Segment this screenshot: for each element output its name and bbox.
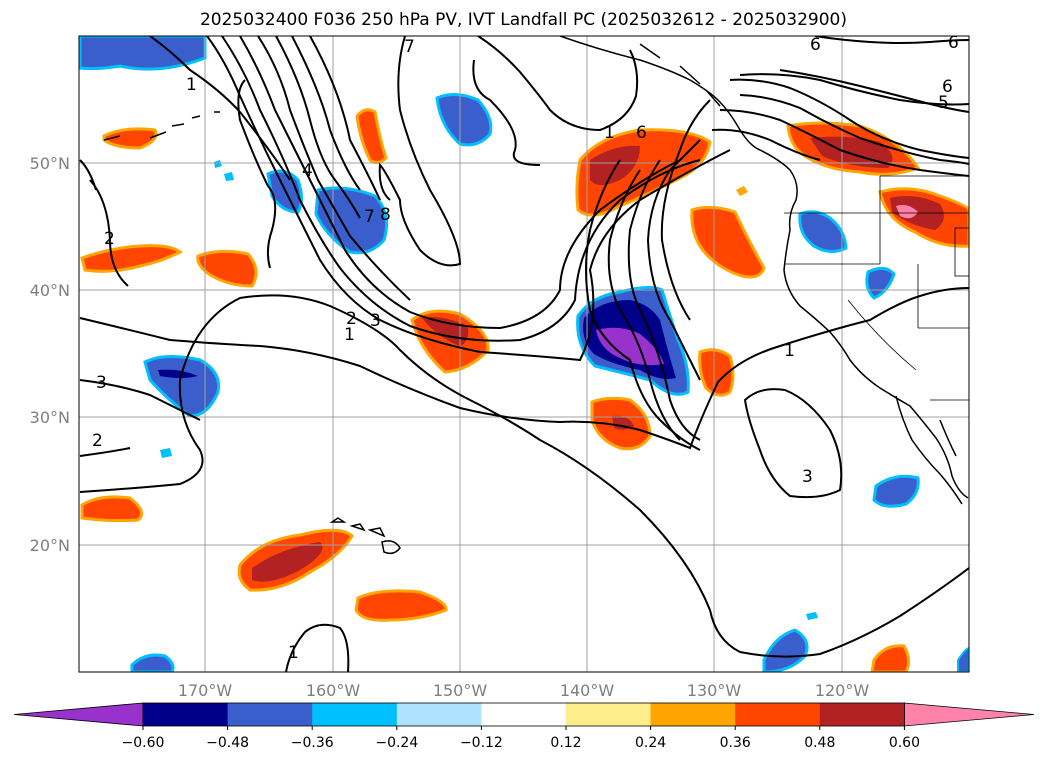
political-borders — [784, 175, 969, 401]
colorbar-tick-label: 0.12 — [550, 735, 581, 751]
contour-label: 8 — [380, 205, 391, 225]
contour-label: 7 — [364, 207, 375, 227]
contour-label: 1 — [344, 325, 355, 345]
contour-label: 1 — [604, 123, 615, 143]
latitude-labels: 50°N 40°N 30°N 20°N — [30, 154, 70, 555]
contour-label: 6 — [636, 123, 647, 143]
lon-label: 160°W — [306, 681, 361, 700]
contour-label: 4 — [302, 161, 313, 181]
colorbar-tick-label: −0.24 — [375, 735, 418, 751]
lon-label: 150°W — [433, 681, 488, 700]
lat-label: 40°N — [30, 281, 70, 300]
colorbar-segment — [312, 703, 398, 726]
lon-label: 170°W — [178, 681, 233, 700]
colorbar-segment — [396, 703, 482, 726]
colorbar-tick-label: 0.48 — [804, 735, 835, 751]
pv-contour-lines — [79, 36, 969, 672]
lat-label: 30°N — [30, 408, 70, 427]
colorbar-segment — [650, 703, 736, 726]
colorbar-segment — [227, 703, 313, 726]
map-title: 2025032400 F036 250 hPa PV, IVT Landfall… — [199, 10, 847, 30]
coastlines — [103, 36, 969, 555]
lat-label: 50°N — [30, 154, 70, 173]
contour-label: 5 — [938, 93, 949, 113]
colorbar-tick-label: 0.36 — [720, 735, 751, 751]
colorbar: −0.60 −0.48 −0.36 −0.24 −0.12 0.12 0.24 0.36 0.4… — [13, 702, 1035, 751]
lon-label: 140°W — [560, 681, 615, 700]
colorbar-segment — [735, 703, 821, 726]
contour-label: 6 — [948, 33, 959, 53]
contour-label: 7 — [404, 37, 415, 57]
colorbar-frame — [142, 702, 905, 727]
longitude-labels: 170°W 160°W 150°W 140°W 130°W 120°W — [178, 681, 870, 700]
negative-anomaly-region — [79, 36, 207, 71]
contour-label: 6 — [942, 77, 953, 97]
contour-label: 3 — [370, 311, 381, 331]
colorbar-tick-label: −0.36 — [291, 735, 334, 751]
colorbar-tick-label: 0.60 — [889, 735, 920, 751]
contour-label: 2 — [346, 309, 357, 329]
lon-label: 120°W — [815, 681, 870, 700]
map-frame — [78, 35, 970, 673]
contour-labels: 1 1 1 1 1 2 2 2 3 3 3 4 6 6 6 5 7 7 8 6 — [92, 33, 959, 663]
contour-label: 3 — [802, 467, 813, 487]
colorbar-segment — [481, 703, 567, 726]
colorbar-tick-label: 0.24 — [635, 735, 666, 751]
contour-label: 1 — [186, 75, 197, 95]
contour-label: 1 — [784, 341, 795, 361]
colorbar-extend-max — [904, 702, 1035, 727]
contour-label: 2 — [92, 431, 103, 451]
colorbar-tick-label: −0.48 — [206, 735, 249, 751]
colorbar-segment — [566, 703, 652, 726]
lat-label: 20°N — [30, 536, 70, 555]
colorbar-extend-min — [13, 702, 144, 727]
contour-label: 6 — [810, 35, 821, 55]
contour-label: 2 — [104, 229, 115, 249]
lon-label: 130°W — [687, 681, 742, 700]
contour-label: 3 — [96, 373, 107, 393]
contour-label: 1 — [288, 643, 299, 663]
colorbar-tick-label: −0.60 — [122, 735, 165, 751]
colorbar-tick-label: −0.12 — [460, 735, 503, 751]
colorbar-segment — [143, 703, 229, 726]
colorbar-segment — [819, 703, 905, 726]
